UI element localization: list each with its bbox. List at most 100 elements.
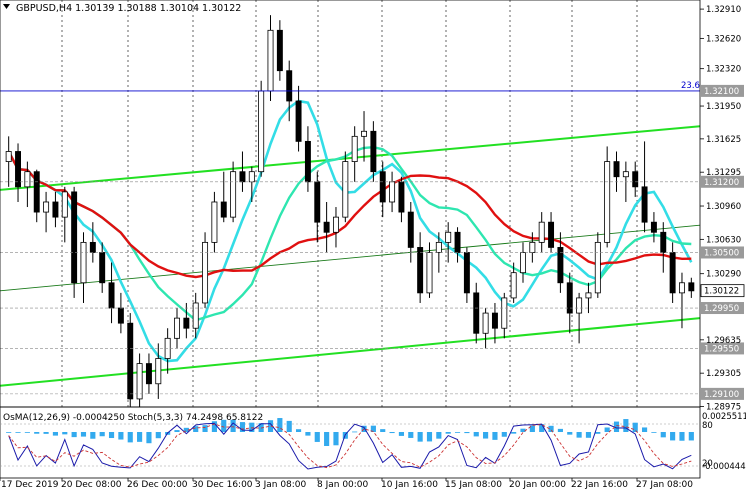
time-tick-label: 22 Jan 16:00 bbox=[571, 480, 628, 490]
osma-bar bbox=[380, 429, 386, 432]
candle-body bbox=[482, 312, 489, 334]
candle-body bbox=[52, 201, 59, 218]
candle-body bbox=[538, 221, 545, 243]
trend-channel bbox=[0, 125, 701, 387]
candle-body bbox=[688, 282, 695, 292]
osma-bar bbox=[71, 432, 77, 438]
osma-bar bbox=[174, 430, 180, 432]
price-tick-label: 1.31295 bbox=[706, 168, 741, 178]
osma-bar bbox=[6, 432, 12, 433]
time-axis: 17 Dec 2019 20 Dec 08:00 26 Dec 00:00 30 De… bbox=[0, 478, 693, 490]
candle-body bbox=[445, 231, 452, 243]
osma-bar bbox=[641, 427, 648, 432]
osma-bar bbox=[492, 432, 498, 440]
osma-bar bbox=[548, 425, 554, 432]
osma-bar bbox=[80, 432, 87, 437]
osma-bar bbox=[267, 420, 274, 432]
price-tick-label: 1.29305 bbox=[706, 369, 741, 379]
fib-level-label: 23.6 bbox=[681, 81, 700, 91]
osma-bar bbox=[529, 425, 535, 432]
osma-bar bbox=[454, 432, 461, 433]
channel-mid-line bbox=[0, 224, 701, 292]
osma-bar bbox=[239, 422, 246, 432]
indicator-plots bbox=[0, 418, 700, 470]
moving-averages bbox=[7, 99, 693, 363]
candle-body bbox=[286, 70, 293, 102]
current-price-label: 1.30122 bbox=[704, 287, 739, 297]
osma-bar bbox=[632, 422, 638, 432]
osma-bar bbox=[314, 432, 320, 442]
time-tick-label: 20 Dec 08:00 bbox=[61, 480, 122, 490]
candle-body bbox=[398, 181, 405, 213]
time-tick-label: 10 Jan 16:00 bbox=[381, 480, 438, 490]
level-box bbox=[701, 387, 744, 400]
candle-body bbox=[183, 317, 190, 329]
osma-bar bbox=[249, 422, 255, 432]
price-tick-label: 1.30960 bbox=[706, 202, 741, 212]
level-box bbox=[701, 84, 744, 97]
candle-body bbox=[650, 221, 657, 233]
osma-bar bbox=[483, 432, 489, 439]
level-box bbox=[701, 342, 744, 355]
candle-body bbox=[323, 221, 330, 233]
candle-body bbox=[426, 252, 433, 294]
osma-bar bbox=[464, 432, 470, 434]
current-price-box bbox=[700, 284, 745, 298]
osma-bar bbox=[155, 432, 161, 439]
candle-body bbox=[202, 241, 209, 304]
price-tick-label: 1.30630 bbox=[706, 235, 741, 245]
osma-bar bbox=[511, 432, 517, 434]
candle-body bbox=[501, 297, 508, 329]
candle-body bbox=[370, 130, 377, 173]
candle-body bbox=[136, 363, 143, 400]
osma-bar bbox=[34, 432, 40, 434]
level-box bbox=[701, 302, 744, 315]
osma-bar bbox=[585, 432, 592, 438]
stoch-level-80: 80 bbox=[702, 421, 713, 431]
osma-bar bbox=[613, 421, 620, 432]
time-tick-label: 27 Jan 08:00 bbox=[636, 480, 693, 490]
osma-bar bbox=[436, 432, 442, 439]
osma-bar bbox=[688, 432, 694, 441]
level-box-label: 1.29550 bbox=[704, 344, 739, 354]
osma-bar bbox=[660, 432, 666, 438]
osma-bar bbox=[557, 428, 563, 432]
osma-bar bbox=[576, 432, 582, 438]
candle-body bbox=[407, 211, 414, 248]
candle-body bbox=[632, 171, 639, 188]
candle-body bbox=[604, 161, 611, 243]
indicator-axis-bottom: -0.00044461 bbox=[702, 462, 746, 472]
candle-body bbox=[5, 151, 12, 162]
candle-body bbox=[351, 135, 358, 162]
time-tick-label: 20 Jan 00:00 bbox=[509, 480, 566, 490]
level-box-label: 1.29950 bbox=[704, 304, 739, 314]
candle-body bbox=[80, 241, 87, 284]
candle-body bbox=[24, 171, 31, 188]
osma-bar bbox=[567, 432, 573, 435]
osma-bar bbox=[445, 432, 451, 434]
osma-bar bbox=[679, 432, 685, 441]
osma-bar bbox=[15, 432, 21, 433]
osma-bar bbox=[62, 432, 68, 435]
candle-body bbox=[295, 100, 302, 142]
candle-body bbox=[276, 29, 283, 72]
osma-bar bbox=[324, 432, 330, 446]
candle-body bbox=[463, 252, 470, 294]
osma-bar bbox=[604, 427, 610, 432]
candle-body bbox=[660, 231, 667, 253]
candle-body bbox=[342, 161, 349, 218]
candle-body bbox=[641, 186, 648, 223]
candle-body bbox=[267, 29, 274, 92]
candle-body bbox=[679, 282, 685, 294]
osma-bar bbox=[230, 419, 236, 432]
osma-bar bbox=[127, 432, 133, 443]
level-box bbox=[701, 175, 744, 188]
osma-bar bbox=[221, 419, 227, 432]
price-tick-label: 1.28975 bbox=[706, 402, 741, 412]
candle-body bbox=[473, 292, 480, 334]
candle-body bbox=[333, 216, 339, 233]
symbol-header: GBPUSD,H4 1.30139 1.30188 1.30104 1.3012… bbox=[16, 3, 241, 14]
candle-body bbox=[71, 191, 78, 284]
osma-bar bbox=[183, 427, 189, 432]
